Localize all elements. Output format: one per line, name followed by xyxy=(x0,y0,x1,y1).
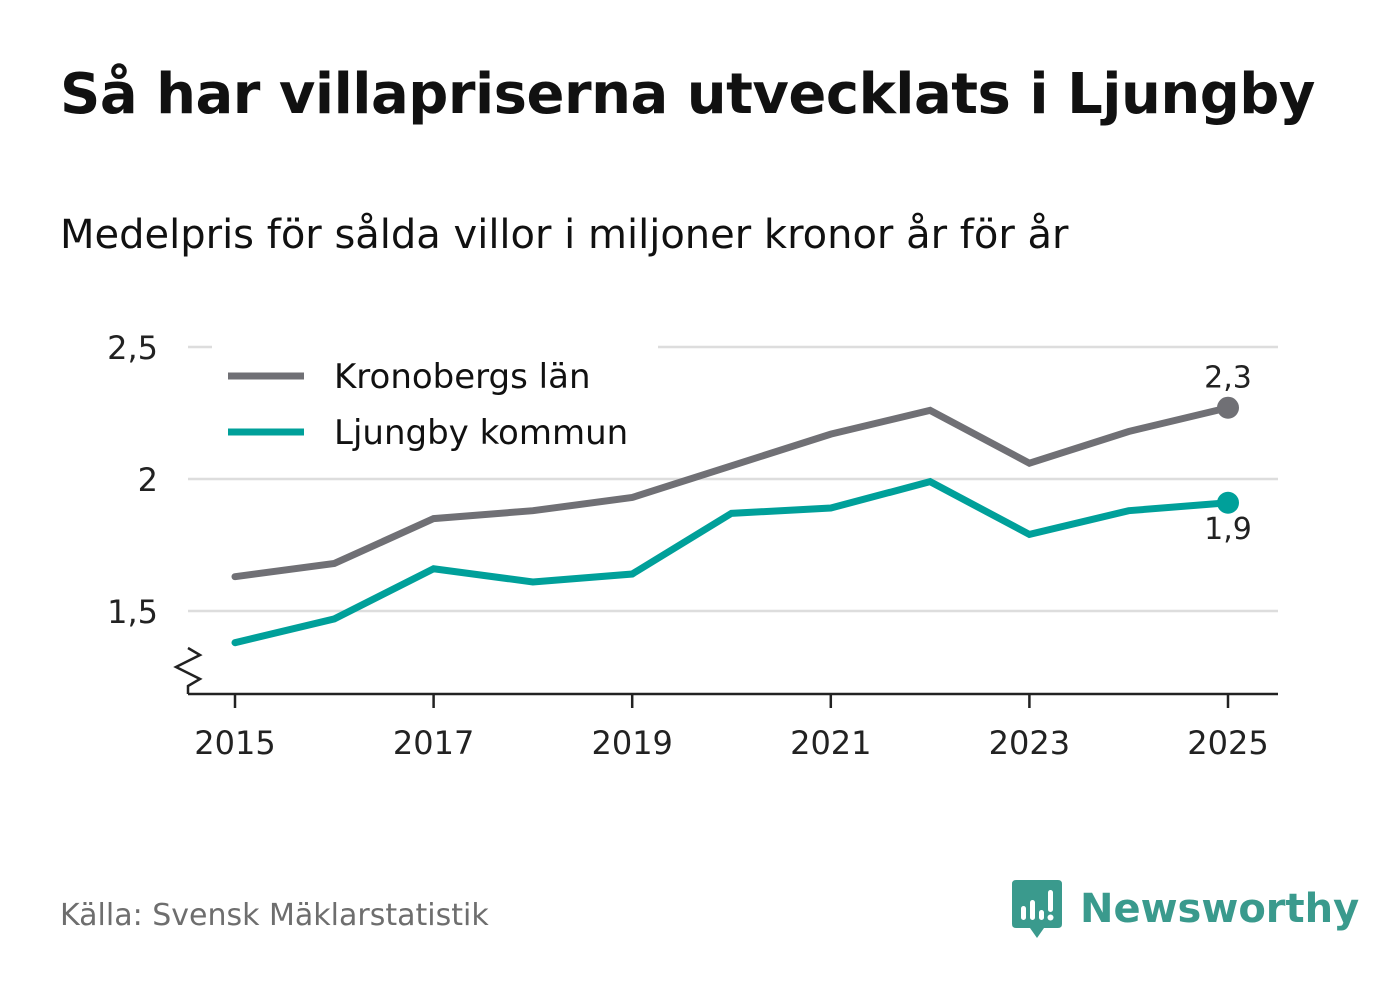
x-tick-label: 2017 xyxy=(393,724,474,762)
brand-name: Newsworthy xyxy=(1080,886,1360,932)
y-tick-label: 2,5 xyxy=(107,329,158,367)
newsworthy-logo-icon xyxy=(1012,880,1062,938)
end-value-label: 1,9 xyxy=(1204,512,1252,547)
end-value-label: 2,3 xyxy=(1204,361,1252,396)
x-tick-label: 2023 xyxy=(989,724,1070,762)
series-line-kronobergs-lan xyxy=(231,404,1232,581)
legend-label: Kronobergs län xyxy=(334,357,591,397)
series-end-marker xyxy=(1217,491,1239,514)
series-lines xyxy=(231,396,1239,647)
series-line-ljungby-kommun xyxy=(231,477,1232,647)
chart-subtitle: Medelpris för sålda villor i miljoner kr… xyxy=(60,212,1069,258)
y-tick-label: 1,5 xyxy=(107,593,158,631)
legend-label: Ljungby kommun xyxy=(334,413,628,453)
axes: 1,5 2 2,5 2015 2017 2019 2021 2023 2025 xyxy=(107,329,1278,762)
x-tick-label: 2019 xyxy=(591,724,672,762)
legend-background xyxy=(212,336,658,466)
legend: Kronobergs län Ljungby kommun xyxy=(212,336,658,466)
data-labels: 2,3 1,9 xyxy=(1204,361,1252,547)
y-tick-label: 2 xyxy=(138,461,158,499)
x-tick-label: 2021 xyxy=(790,724,871,762)
x-tick-label: 2015 xyxy=(194,724,275,762)
brand-logo: Newsworthy xyxy=(1012,880,1359,938)
source-note: Källa: Svensk Mäklarstatistik xyxy=(60,898,489,933)
y-axis-break xyxy=(173,646,203,694)
chart-title: Så har villapriserna utvecklats i Ljungb… xyxy=(60,62,1315,127)
series-end-marker xyxy=(1217,396,1239,419)
x-tick-label: 2025 xyxy=(1187,724,1268,762)
